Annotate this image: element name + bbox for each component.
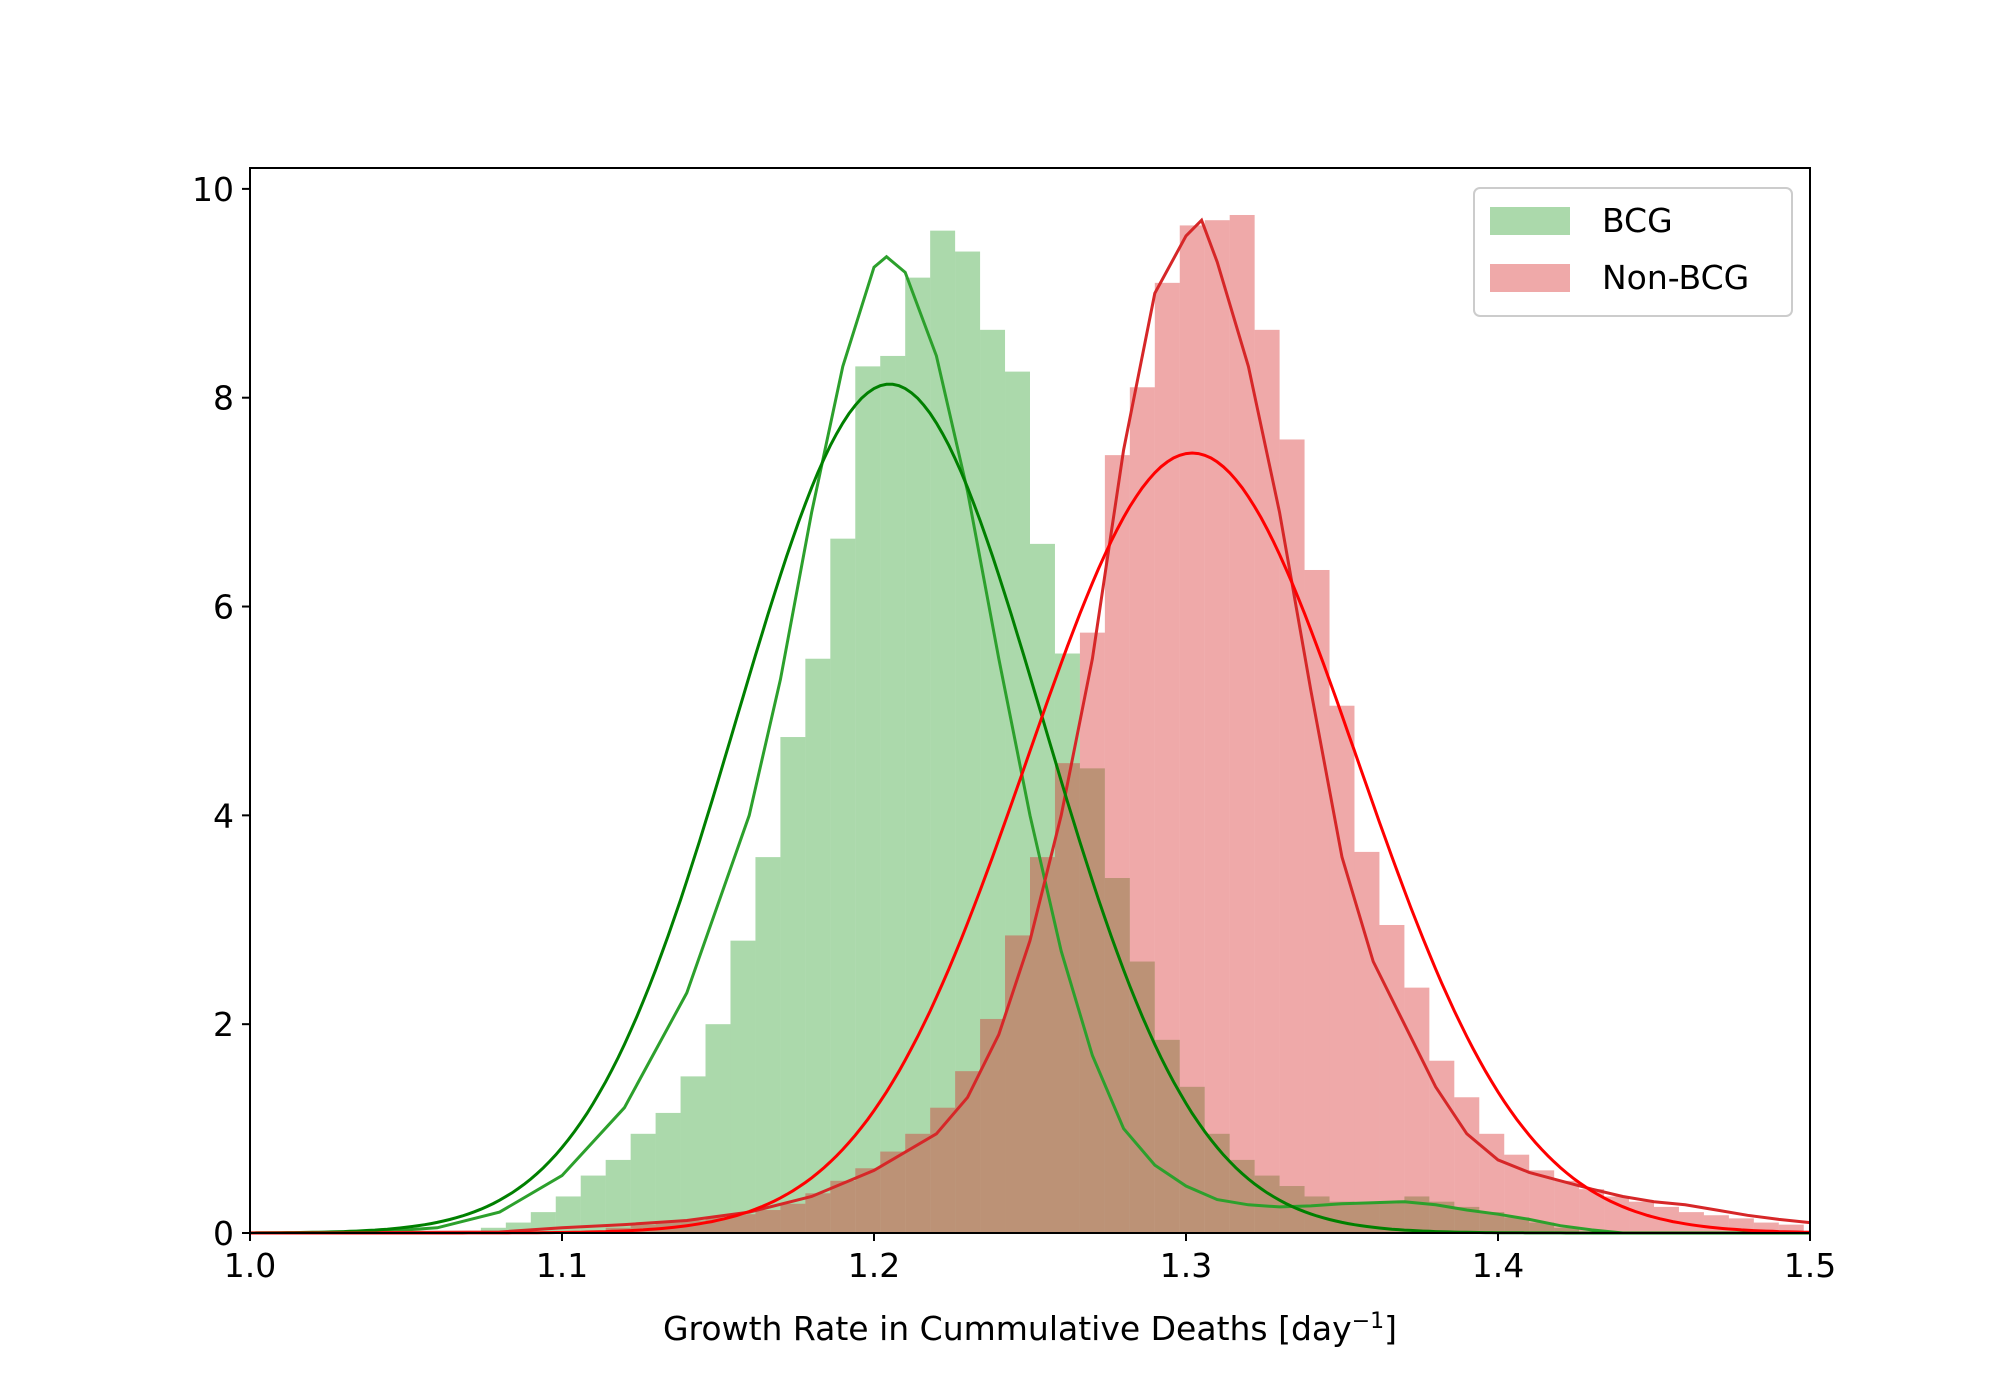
histogram-bar-non-bcg [805, 1193, 831, 1233]
histogram-bar-bcg [1554, 1227, 1580, 1233]
histogram-bar-bcg [955, 251, 981, 1233]
histogram-bar-non-bcg [1678, 1212, 1704, 1233]
x-axis-label-end: ] [1384, 1309, 1397, 1348]
histogram-bar-non-bcg [730, 1214, 756, 1233]
histogram-bar-non-bcg [1753, 1222, 1779, 1233]
histogram-bar-non-bcg [1204, 220, 1230, 1234]
histogram-bar-non-bcg [1279, 439, 1305, 1233]
histogram-bar-bcg [655, 1112, 681, 1233]
histogram-bar-non-bcg [1229, 214, 1255, 1233]
histogram-bar-non-bcg [1254, 329, 1280, 1233]
plot-area [249, 214, 1811, 1235]
histogram-bar-non-bcg [780, 1203, 806, 1233]
legend-swatch-non-bcg [1490, 264, 1570, 292]
axis-ticks: 1.0 1.1 1.2 1.3 1.4 1.5 0 2 4 6 8 10 [192, 170, 1836, 1285]
histogram-bar-non-bcg [1104, 455, 1130, 1234]
kde-line-non-bcg [249, 217, 1811, 1235]
legend-label-bcg: BCG [1602, 201, 1673, 240]
y-tick-label: 0 [213, 1214, 234, 1253]
histogram-bar-non-bcg [980, 1018, 1006, 1233]
histogram-bar-non-bcg [1703, 1215, 1729, 1233]
histogram-bar-bcg [780, 737, 806, 1233]
y-tick-label: 8 [213, 379, 234, 418]
histogram-bar-non-bcg [1329, 705, 1355, 1233]
histogram-bar-bcg [1329, 1201, 1355, 1233]
histogram-bar-bcg [930, 230, 956, 1233]
histogram-bar-bcg [730, 940, 756, 1233]
histogram-bar-bcg [1479, 1212, 1505, 1233]
histogram-bar-non-bcg [1404, 987, 1430, 1233]
histogram-bar-non-bcg [1479, 1133, 1505, 1233]
histogram-bar-non-bcg [855, 1168, 881, 1233]
histogram-bar-bcg [1129, 961, 1155, 1233]
histogram-bar-bcg [805, 658, 831, 1233]
x-tick-label: 1.4 [1472, 1246, 1524, 1285]
histogram-bar-bcg [705, 1024, 731, 1233]
histogram-bar-bcg [605, 1159, 631, 1233]
histogram-bar-bcg [630, 1133, 656, 1233]
histogram-bar-bcg [755, 857, 781, 1233]
legend-swatch-bcg [1490, 207, 1570, 235]
histogram-bar-non-bcg [1778, 1224, 1804, 1233]
x-tick-label: 1.0 [224, 1246, 276, 1285]
histogram-bar-non-bcg [1005, 935, 1030, 1233]
legend: BCG Non-BCG [1473, 187, 1793, 317]
histogram-bar-non-bcg [1179, 225, 1205, 1234]
histogram-bar-bcg [1005, 371, 1030, 1234]
axes-frame [249, 167, 1811, 1234]
histogram-bar-non-bcg [1379, 924, 1405, 1233]
x-axis-label-main: Growth Rate in Cummulative Deaths [day [663, 1309, 1352, 1348]
legend-label-non-bcg: Non-BCG [1602, 258, 1749, 297]
histogram-bar-bcg [1204, 1133, 1230, 1233]
histogram-non-bcg [605, 214, 1804, 1234]
x-tick-label: 1.1 [536, 1246, 588, 1285]
x-axis-label: Growth Rate in Cummulative Deaths [day−1… [663, 1309, 1397, 1348]
histogram-bar-non-bcg [830, 1180, 856, 1233]
histogram-bar-non-bcg [1079, 632, 1105, 1233]
histogram-bar-bcg [855, 366, 881, 1234]
legend-frame [1473, 187, 1793, 317]
x-tick-label: 1.2 [848, 1246, 900, 1285]
histogram-bar-bcg [980, 329, 1006, 1233]
x-tick-label: 1.5 [1784, 1246, 1836, 1285]
histogram-bar-non-bcg [1604, 1196, 1630, 1233]
histogram-bar-non-bcg [1129, 387, 1155, 1233]
y-tick-label: 2 [213, 1005, 234, 1044]
histogram-bar-bcg [505, 1222, 531, 1233]
x-tick-label: 1.3 [1160, 1246, 1212, 1285]
histogram-bar-bcg [1504, 1217, 1530, 1233]
histogram-bar-bcg [1529, 1222, 1555, 1233]
histogram-bar-bcg [830, 538, 856, 1233]
histogram-bar-bcg [480, 1227, 506, 1233]
kde-line-bcg [249, 254, 1623, 1235]
x-axis-label-superscript: −1 [1352, 1309, 1384, 1334]
histogram-bar-bcg [680, 1076, 706, 1233]
histogram-bar-bcg [580, 1175, 606, 1233]
histogram-bar-bcg [1079, 768, 1105, 1233]
y-tick-label: 10 [192, 170, 234, 209]
histogram-bar-bcg [905, 277, 931, 1234]
histogram-bar-non-bcg [1154, 282, 1180, 1234]
histogram-bar-bcg [1104, 878, 1130, 1233]
histogram-bar-non-bcg [755, 1210, 781, 1233]
histogram-bcg [480, 230, 1580, 1234]
histogram-bar-bcg [880, 355, 906, 1233]
y-tick-label: 4 [213, 796, 234, 835]
y-tick-label: 6 [213, 588, 234, 627]
